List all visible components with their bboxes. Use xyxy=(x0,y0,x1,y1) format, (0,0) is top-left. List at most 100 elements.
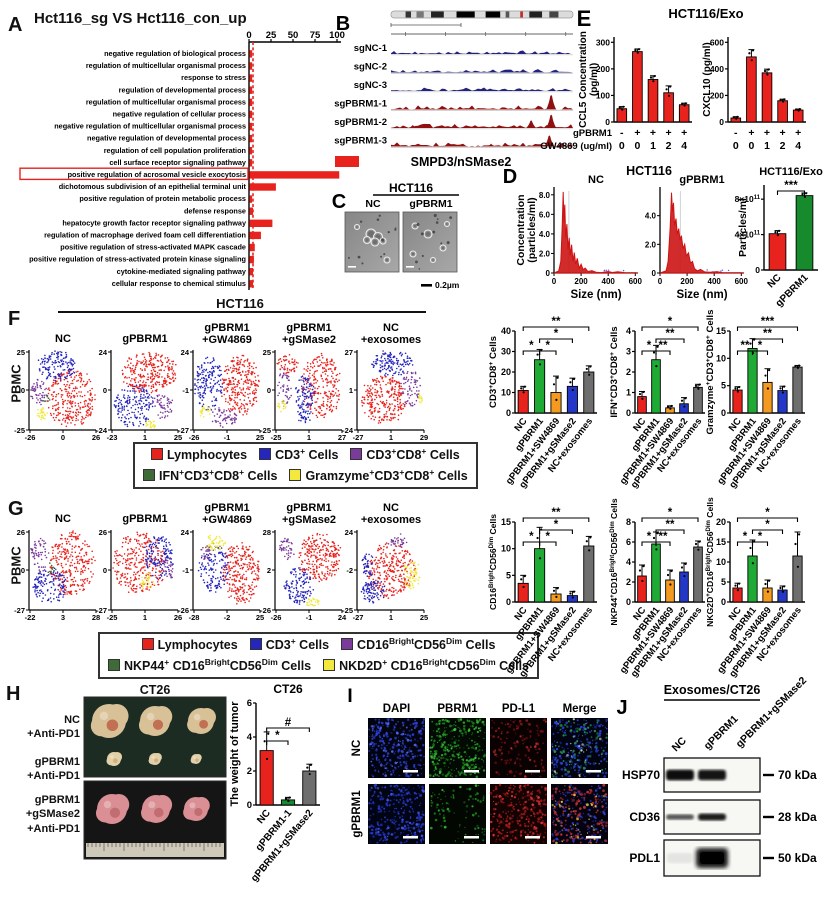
condition-value: - xyxy=(734,127,738,139)
x-tick: 26 xyxy=(174,613,182,622)
legend-row: Lymphocytes CD3+ Cells CD16BrightCD56Dim C… xyxy=(108,635,529,656)
sig-bracket xyxy=(522,517,590,522)
if-speckle-layer xyxy=(429,718,486,779)
y-tick: 0 xyxy=(546,269,551,278)
panel-b-label: B xyxy=(336,13,350,35)
data-dot xyxy=(697,548,700,551)
blot-band xyxy=(698,813,726,821)
bar xyxy=(792,366,803,414)
data-dot xyxy=(638,392,642,396)
sig-bracket xyxy=(751,350,769,355)
data-dot xyxy=(684,102,687,105)
legend-item: CD3+ Cells xyxy=(249,635,329,656)
legend-item: CD16BrightCD56Dim Cells xyxy=(341,635,495,656)
panel-j: J Exosomes/CT26 NC gPBRM1 gPBRM1+gSMase2 HSP7… xyxy=(612,674,825,897)
data-dot xyxy=(734,584,737,587)
y-tick: 25 xyxy=(263,348,271,357)
sig-bracket xyxy=(522,326,590,331)
tumor-photos xyxy=(83,696,227,860)
bar xyxy=(761,72,773,123)
if-speckle-layer xyxy=(429,718,486,778)
if-column-header: Merge xyxy=(563,703,597,715)
tumor xyxy=(138,706,173,736)
bar xyxy=(534,359,546,414)
data-dot xyxy=(555,398,558,401)
gene-label: SMPD3/nSMase2 xyxy=(411,155,512,169)
bar xyxy=(795,195,814,271)
data-dot xyxy=(520,387,523,390)
data-dot xyxy=(767,68,770,71)
blot-band xyxy=(666,769,694,781)
data-dot xyxy=(738,582,741,585)
bar xyxy=(637,575,647,603)
tsne-cluster-p xyxy=(30,378,47,406)
condition-value: 2 xyxy=(666,140,672,152)
if-scalebar xyxy=(464,836,479,839)
if-speckle-layer xyxy=(368,784,425,844)
track-signal xyxy=(391,105,573,110)
go-bar xyxy=(249,98,253,106)
track-name: sgPBRM1-3 xyxy=(334,136,387,147)
tsne-cluster-b xyxy=(360,580,386,604)
legend-label: CD3+CD8+ Cells xyxy=(366,446,460,463)
data-dot xyxy=(694,542,698,546)
go-term: positive regulation of protein metabolic… xyxy=(79,194,246,203)
sig-label: * xyxy=(546,340,551,352)
data-dot xyxy=(736,589,739,592)
bar xyxy=(651,359,661,414)
sig-label: * xyxy=(758,340,763,352)
panel-f: F HCT116 PBMC NC 25 0 -25 -26 0 26 gPBRM1 24 0 -24… xyxy=(0,296,825,496)
if-image xyxy=(429,784,486,844)
data-dot xyxy=(649,76,653,79)
y-tick: 0 xyxy=(626,408,631,418)
condition-value: 0 xyxy=(748,140,754,152)
data-dot xyxy=(766,73,769,76)
x-tick: 1 xyxy=(307,433,311,442)
if-image xyxy=(490,718,547,778)
tsne-plot: NC+exosomes 24 -2 -25-27 1 25 xyxy=(342,502,428,622)
data-dot xyxy=(667,94,671,97)
y-tick: 0 xyxy=(21,566,25,575)
data-dot xyxy=(779,98,782,102)
bar xyxy=(665,579,675,603)
y-tick: 10 xyxy=(501,544,511,554)
data-dot xyxy=(634,49,637,52)
data-dot xyxy=(801,193,804,196)
data-dot xyxy=(572,590,576,593)
data-dot xyxy=(656,532,659,535)
scale-label: 0.2µm xyxy=(435,280,460,290)
axis-tick: 50 xyxy=(288,30,299,41)
condition-value: 0 xyxy=(619,140,625,152)
y-tick: -26 xyxy=(260,606,271,615)
cells-bar-chart: 051015NCgPBRM1gPBRM1+SW4869gPBRM1+gSMase… xyxy=(705,310,805,490)
track-signal xyxy=(391,69,573,73)
go-bar xyxy=(249,122,253,131)
if-speckle-layer xyxy=(551,783,608,844)
cytokine-chart: 0 100 200 300 CCL5 Concentration (pg/ml) xyxy=(578,31,692,128)
x-tick: 29 xyxy=(420,433,428,442)
bar xyxy=(762,381,773,414)
y-tick: 6 xyxy=(626,537,631,547)
tumor xyxy=(148,753,162,765)
x-tick: -25 xyxy=(107,613,118,622)
if-image xyxy=(551,783,608,845)
legend-swatch xyxy=(141,637,154,650)
if-row-label: NC xyxy=(351,740,363,757)
panel-d: D HCT116 Concentration (particles/ml) NC 0 2.0… xyxy=(462,164,825,309)
data-dot xyxy=(655,548,658,551)
legend-item: Lymphocytes xyxy=(141,636,238,655)
y-tick: 100 xyxy=(596,90,610,100)
legend-item: Gramzyme+CD3+CD8+ Cells xyxy=(289,466,468,487)
tsne-cluster-b xyxy=(194,356,224,411)
tsne-title: NC xyxy=(55,333,71,345)
data-dot xyxy=(798,533,801,536)
panel-j-title: Exosomes/CT26 xyxy=(664,683,761,697)
y-tick: 0 xyxy=(719,117,724,127)
tsne-cluster-p xyxy=(387,533,408,548)
data-dot xyxy=(267,732,270,735)
chart-title: CT26 xyxy=(273,682,303,696)
y-axis-label: NKG2D+CD16BrightCD56Dim Cells xyxy=(705,497,715,627)
data-dot xyxy=(552,589,556,592)
sig-label: *** xyxy=(784,180,798,192)
